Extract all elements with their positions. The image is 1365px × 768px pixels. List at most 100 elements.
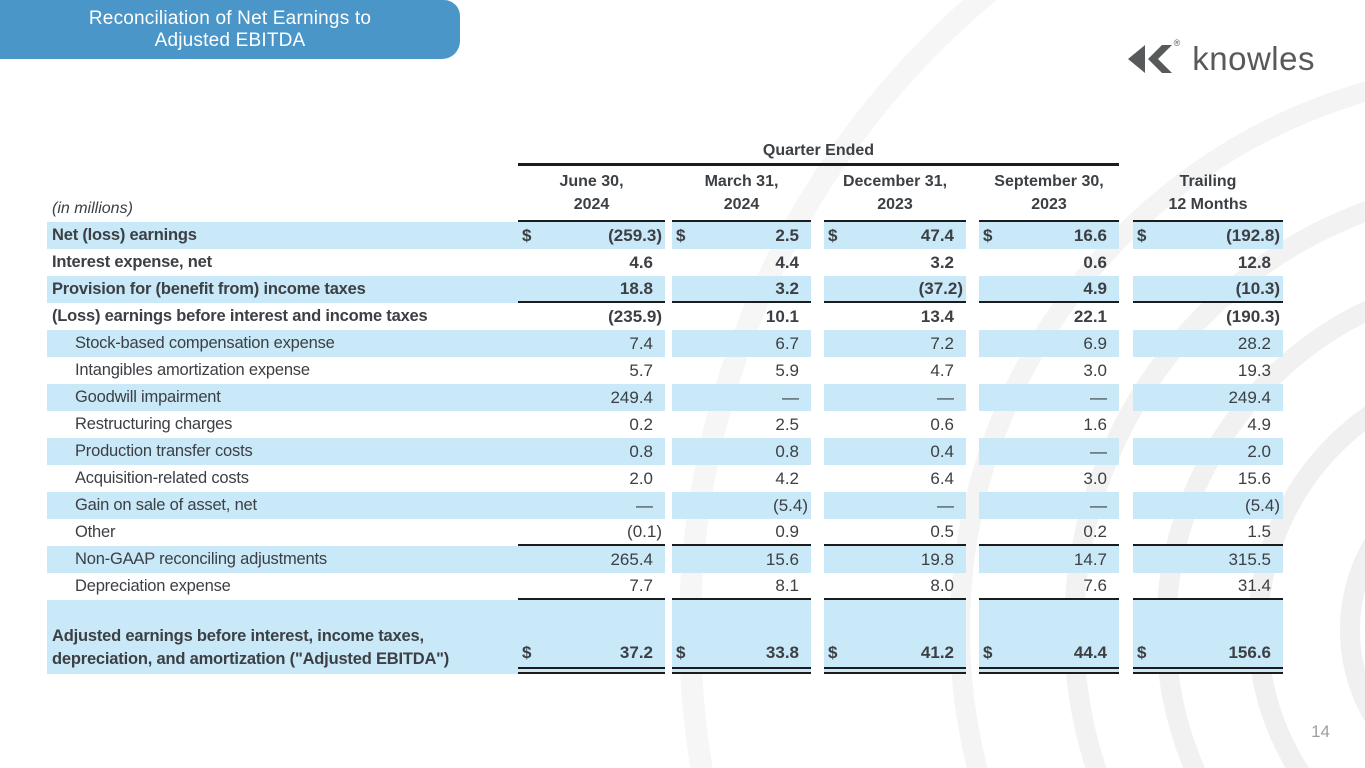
currency-symbol: $	[522, 225, 532, 245]
value-cell: 5.9	[672, 357, 811, 384]
column-header: Trailing 12 Months	[1133, 166, 1283, 222]
column-header: June 30, 2024	[518, 166, 665, 222]
row-label: Gain on sale of asset, net	[47, 492, 518, 519]
value-cell: (37.2)	[824, 276, 966, 303]
value-cell: 3.0	[979, 465, 1119, 492]
value-cell: 19.8	[824, 546, 966, 573]
cell-value: —	[1090, 495, 1107, 515]
value-cell: 4.9	[979, 276, 1119, 303]
cell-value: 7.2	[930, 333, 954, 353]
cell-value: 0.4	[930, 441, 954, 461]
currency-symbol: $	[1137, 225, 1147, 245]
cell-value: 0.6	[1083, 252, 1107, 272]
quarter-ended-header: Quarter Ended	[518, 142, 1119, 166]
value-cell: 18.8	[518, 276, 665, 303]
cell-value: (5.4)	[1245, 495, 1280, 515]
value-cell: 3.2	[672, 276, 811, 303]
row-label: Adjusted earnings before interest, incom…	[47, 600, 518, 674]
value-cell: 5.7	[518, 357, 665, 384]
table-row: Provision for (benefit from) income taxe…	[47, 276, 1283, 303]
value-cell: $47.4	[824, 222, 966, 249]
value-cell: 15.6	[672, 546, 811, 573]
table-row: Other (0.1) 0.9 0.5 0.2 1.5	[47, 519, 1283, 546]
logo-wordmark: knowles	[1192, 40, 1315, 77]
value-cell: 2.5	[672, 411, 811, 438]
cell-value: (5.4)	[773, 495, 808, 515]
cell-value: 265.4	[610, 549, 653, 569]
cell-value: 6.9	[1083, 333, 1107, 353]
column-header-line2: 2023	[877, 196, 913, 213]
value-cell: —	[979, 384, 1119, 411]
cell-value: 18.8	[619, 278, 653, 298]
row-label: (Loss) earnings before interest and inco…	[52, 307, 428, 325]
cell-value: 7.4	[629, 333, 653, 353]
cell-value: 19.8	[920, 549, 954, 569]
value-cell: $41.2	[824, 600, 966, 674]
cell-value: 156.6	[1228, 643, 1271, 662]
cell-value: 249.4	[1228, 387, 1271, 407]
value-cell: —	[979, 438, 1119, 465]
value-cell: 265.4	[518, 546, 665, 573]
value-cell: (190.3)	[1133, 303, 1283, 330]
cell-value: —	[937, 495, 954, 515]
value-cell: $156.6	[1133, 600, 1283, 674]
value-cell: $ (259.3)	[518, 222, 665, 249]
value-cell: 4.7	[824, 357, 966, 384]
cell-value: 2.0	[1247, 441, 1271, 461]
value-cell: 22.1	[979, 303, 1119, 330]
value-cell: (235.9)	[518, 303, 665, 330]
cell-value: 0.9	[775, 521, 799, 541]
cell-value: 33.8	[765, 643, 799, 662]
cell-value: 4.9	[1083, 278, 1107, 298]
registered-mark: ®	[1173, 38, 1181, 48]
cell-value: —	[782, 387, 799, 407]
value-cell: 0.6	[979, 249, 1119, 276]
cell-value: (190.3)	[1226, 306, 1280, 326]
value-cell: 0.2	[979, 519, 1119, 546]
table-header: (in millions) Quarter Ended June 30, 202…	[47, 142, 1283, 222]
table-row: Acquisition-related costs 2.0 4.2 6.4 3.0 15.…	[47, 465, 1283, 492]
cell-value: 13.4	[920, 306, 954, 326]
cell-value: 2.0	[629, 468, 653, 488]
value-cell: 4.2	[672, 465, 811, 492]
column-header-line1: June 30,	[559, 173, 624, 190]
table-row: Interest expense, net 4.6 4.4 3.2 0.6 12.8	[47, 249, 1283, 276]
currency-symbol: $	[828, 225, 838, 245]
cell-value: 7.7	[629, 575, 653, 595]
cell-value: 14.7	[1073, 549, 1107, 569]
table-row: Depreciation expense 7.7 8.1 8.0 7.6 31.4	[47, 573, 1283, 600]
value-cell: 6.9	[979, 330, 1119, 357]
value-cell: 7.7	[518, 573, 665, 600]
value-cell: 15.6	[1133, 465, 1283, 492]
knowles-logo: ® knowles	[1127, 38, 1315, 78]
value-cell: (5.4)	[1133, 492, 1283, 519]
table-row: Intangibles amortization expense 5.7 5.9 4.…	[47, 357, 1283, 384]
table-row: Gain on sale of asset, net — (5.4) — — (5.4)	[47, 492, 1283, 519]
table-body: Net (loss) earnings $ (259.3) $2.5 $47.4 $16.…	[47, 222, 1283, 674]
value-cell: 1.6	[979, 411, 1119, 438]
cell-value: 3.2	[775, 278, 799, 298]
value-cell: $ (192.8)	[1133, 222, 1283, 249]
cell-value: —	[1090, 441, 1107, 461]
currency-symbol: $	[828, 643, 838, 662]
value-cell: 0.6	[824, 411, 966, 438]
value-cell: —	[518, 492, 665, 519]
cell-value: 7.6	[1083, 575, 1107, 595]
cell-value: 5.7	[629, 360, 653, 380]
units-label: (in millions)	[52, 200, 133, 217]
row-label: Acquisition-related costs	[75, 469, 249, 487]
cell-value: 10.1	[765, 306, 799, 326]
value-cell: 249.4	[1133, 384, 1283, 411]
value-cell: 3.0	[979, 357, 1119, 384]
column-header: December 31, 2023	[824, 166, 966, 222]
cell-value: 47.4	[920, 225, 954, 245]
cell-value: 37.2	[619, 643, 653, 662]
cell-value: 8.0	[930, 575, 954, 595]
cell-value: (192.8)	[1226, 225, 1280, 245]
table-row: Adjusted earnings before interest, incom…	[47, 600, 1283, 674]
column-header: September 30, 2023	[979, 166, 1119, 222]
value-cell: 4.9	[1133, 411, 1283, 438]
value-cell: 249.4	[518, 384, 665, 411]
column-header-line1: September 30,	[994, 173, 1104, 190]
